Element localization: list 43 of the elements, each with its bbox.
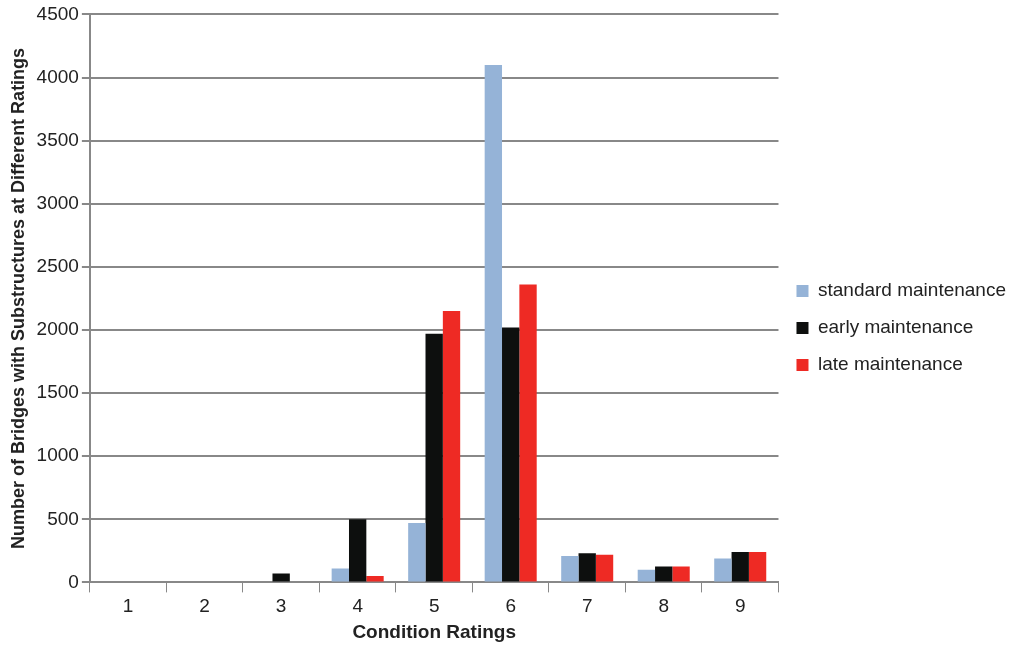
bar xyxy=(655,566,673,582)
bar xyxy=(425,333,443,582)
bar xyxy=(519,284,537,582)
bar xyxy=(348,519,367,582)
bar xyxy=(578,553,596,582)
bar xyxy=(366,576,384,582)
x-tick-label: 6 xyxy=(505,595,516,617)
y-tick-label: 4000 xyxy=(36,65,79,87)
x-tick-label: 5 xyxy=(428,595,440,617)
x-tick-label: 8 xyxy=(658,595,669,617)
y-tick-label: 4500 xyxy=(36,2,79,24)
x-tick-label: 1 xyxy=(122,595,134,617)
x-tick-label: 4 xyxy=(352,595,364,617)
y-tick-label: 1500 xyxy=(36,381,79,403)
y-tick-label: 3500 xyxy=(36,128,79,150)
legend-label: standard maintenance xyxy=(817,279,1006,301)
bar xyxy=(484,64,503,582)
legend-label: late maintenance xyxy=(817,353,963,375)
x-tick-label: 2 xyxy=(199,595,210,617)
bar xyxy=(714,558,732,582)
x-tick-label: 9 xyxy=(734,595,746,617)
y-axis-title: Number of Bridges with Substructures at Different Ratings xyxy=(7,47,28,549)
y-tick-label: 500 xyxy=(47,507,79,529)
y-tick-label: 1000 xyxy=(36,444,79,466)
y-tick-label: 3000 xyxy=(36,191,79,213)
x-tick-label: 3 xyxy=(275,595,287,617)
y-tick-label: 0 xyxy=(68,570,79,592)
x-tick-label: 7 xyxy=(581,595,593,617)
y-tick-label: 2500 xyxy=(36,255,79,277)
y-tick-label: 2000 xyxy=(36,318,79,340)
bar xyxy=(561,555,579,582)
bar xyxy=(595,554,614,582)
bar xyxy=(442,311,461,582)
bar xyxy=(272,573,290,582)
bar xyxy=(672,566,690,582)
x-axis-title: Condition Ratings xyxy=(352,620,516,642)
bar xyxy=(731,552,749,582)
bar xyxy=(408,523,426,582)
bar xyxy=(502,327,520,582)
bar xyxy=(637,569,656,582)
legend-label: early maintenance xyxy=(817,316,974,338)
bar xyxy=(331,568,349,582)
bar xyxy=(748,552,767,582)
